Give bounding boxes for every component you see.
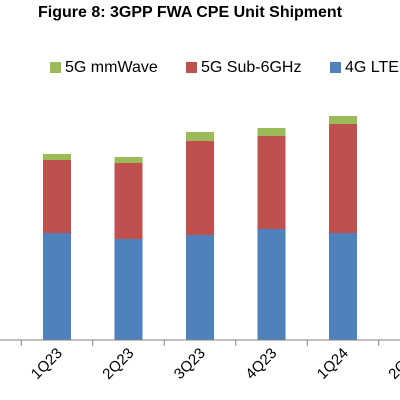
bar-segment: [114, 239, 143, 340]
bar-segment: [329, 116, 357, 124]
bar-segment: [186, 141, 214, 235]
chart-title: Figure 8: 3GPP FWA CPE Unit Shipment: [38, 4, 343, 21]
bar-segment: [43, 154, 71, 160]
x-tick-label: 4Q23: [242, 345, 280, 383]
legend-swatch: [50, 62, 61, 73]
bar-segment: [329, 124, 357, 233]
bar-segment: [257, 128, 286, 136]
x-tick-label: 2Q23: [99, 345, 137, 383]
bar-segment: [114, 163, 143, 239]
bar-segment: [114, 157, 143, 163]
x-tick-label: 1Q24: [314, 345, 352, 383]
x-tick-label: 3Q23: [171, 345, 209, 383]
legend-label: 5G Sub-6GHz: [201, 59, 301, 76]
x-tick-label: 1Q23: [28, 345, 66, 383]
bar-segment: [186, 132, 214, 141]
bar-segment: [257, 136, 286, 229]
legend-label: 5G mmWave: [65, 59, 158, 76]
x-tick-label: 2Q24: [385, 345, 400, 383]
bar-segment: [43, 233, 71, 340]
legend-label: 4G LTE: [345, 59, 399, 76]
legend-swatch: [330, 62, 341, 73]
bar-segment: [43, 160, 71, 233]
bar-segment: [257, 229, 286, 340]
bar-segment: [186, 235, 214, 340]
legend-swatch: [186, 62, 197, 73]
bar-segment: [329, 233, 357, 340]
